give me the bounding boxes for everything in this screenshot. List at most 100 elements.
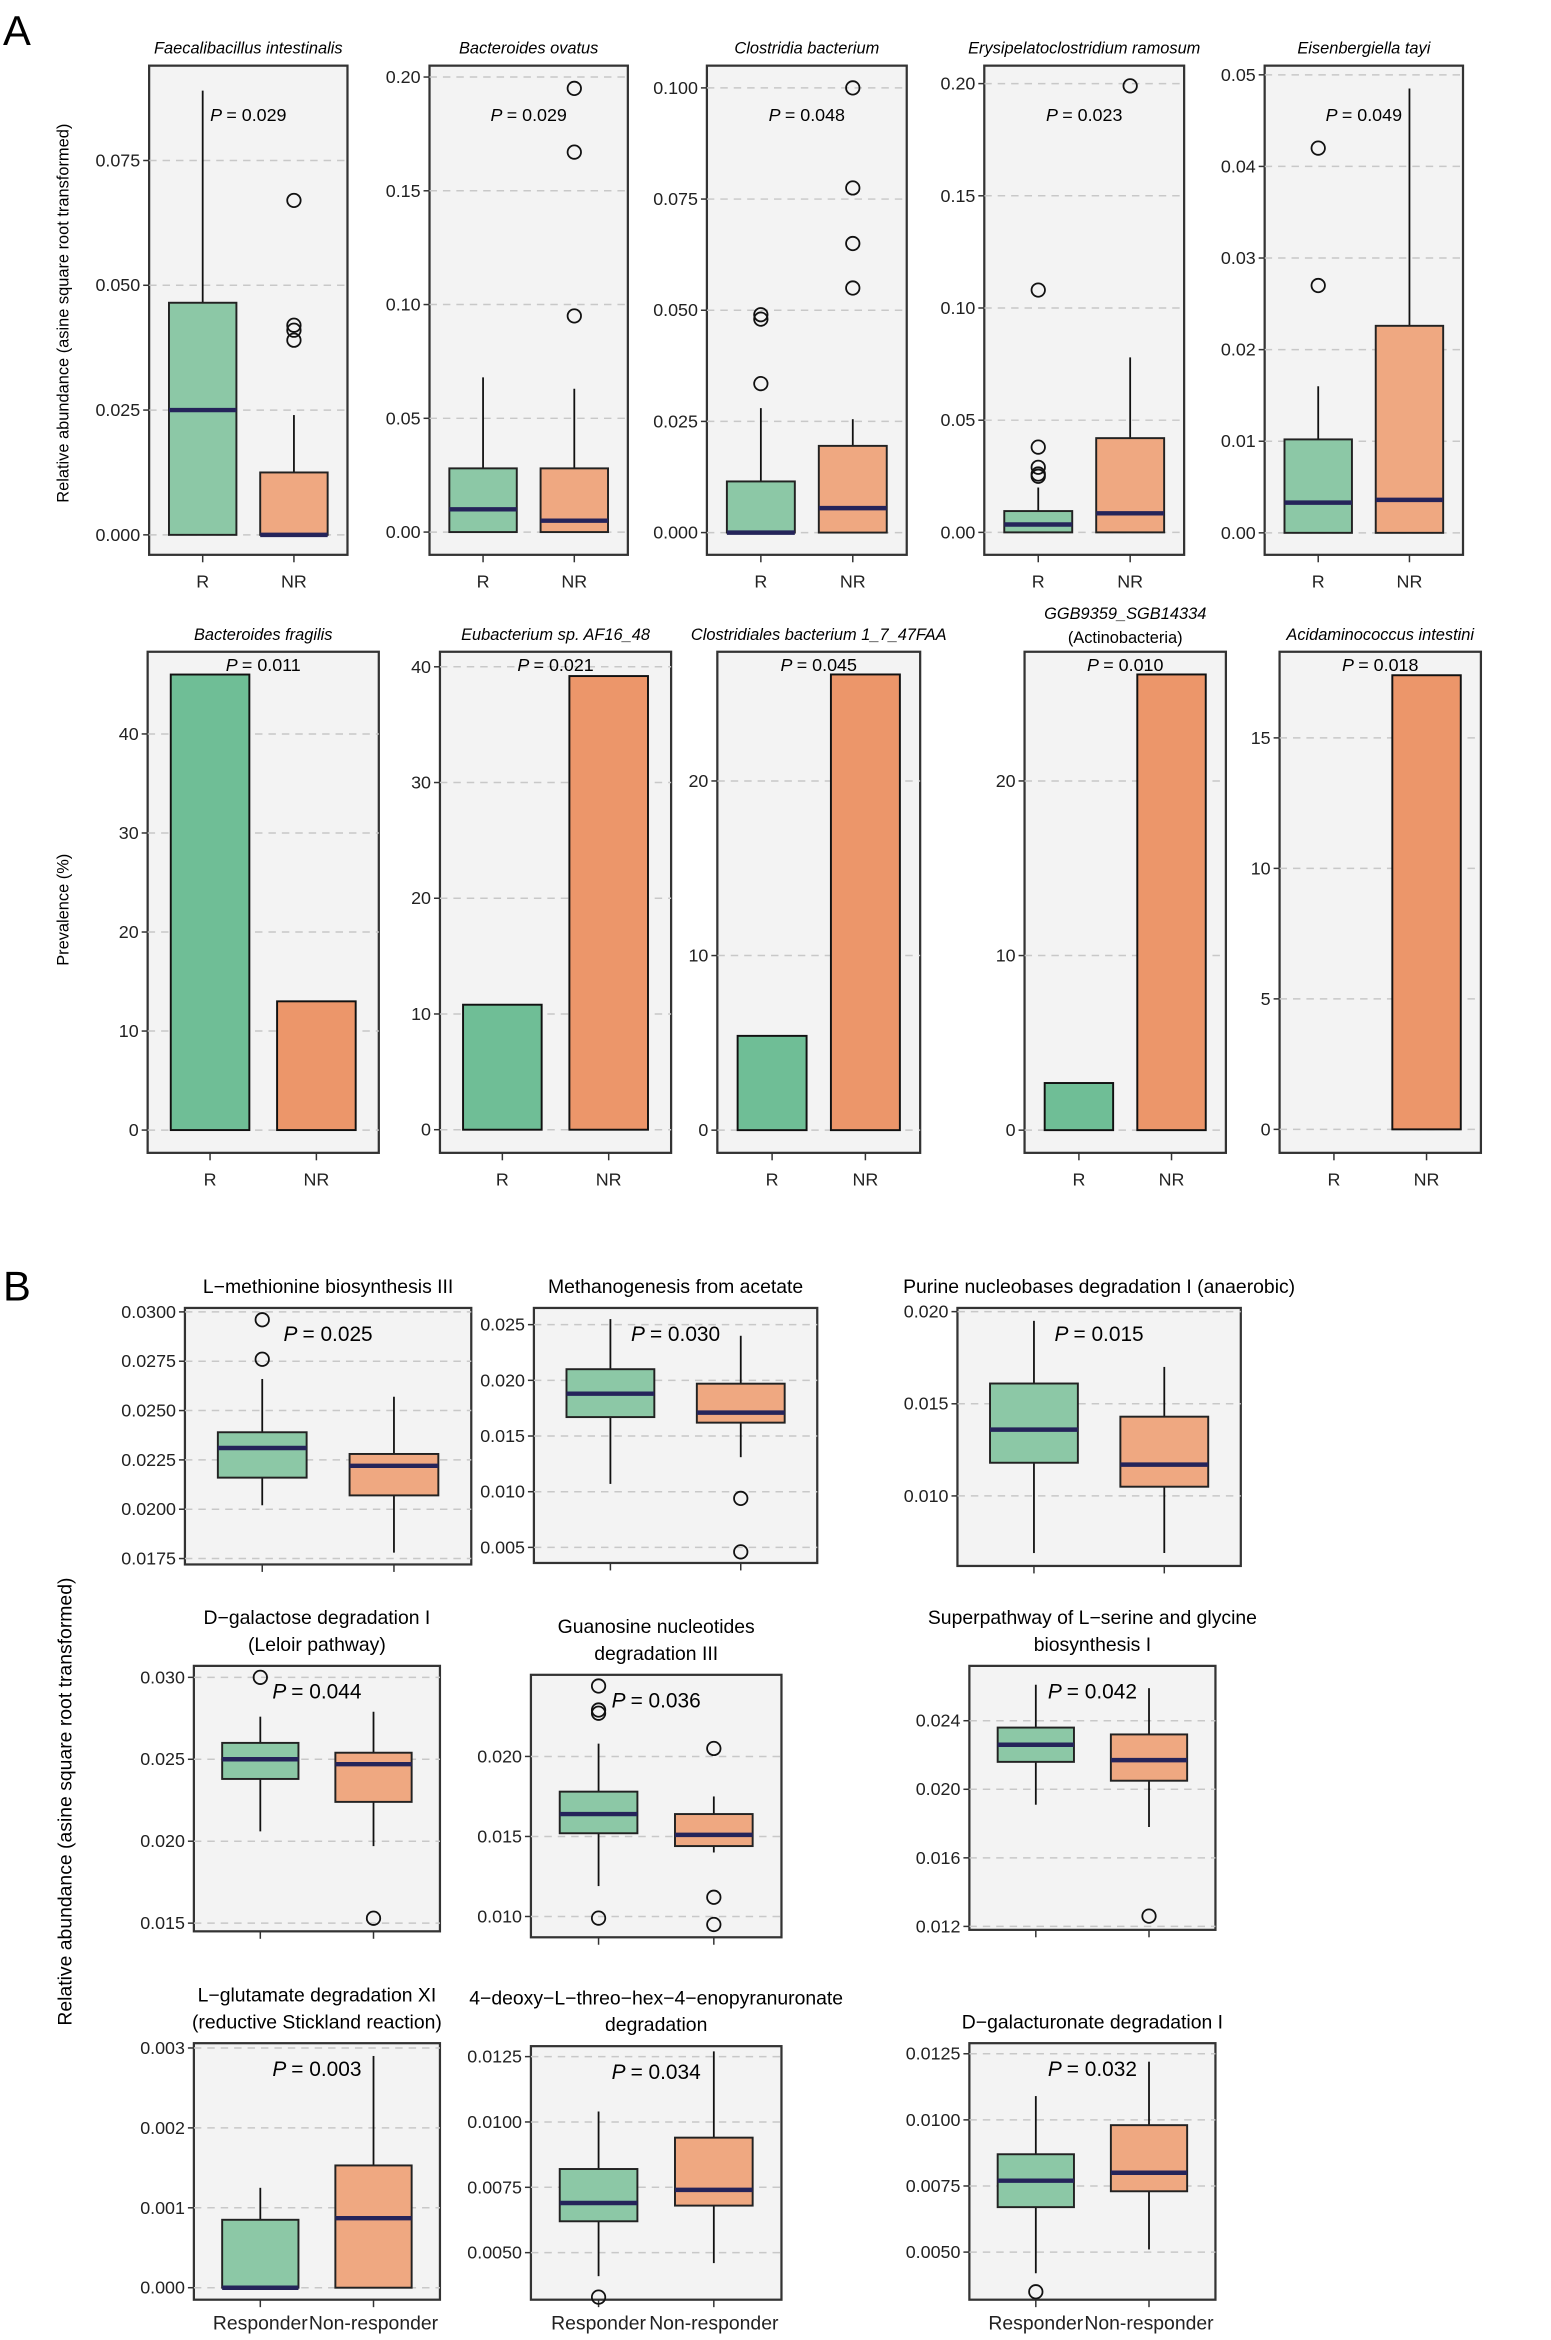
plot-area (968, 1664, 1217, 1931)
outlier-point (1030, 468, 1046, 484)
outlier-point (753, 311, 769, 327)
y-tick-label: 0.075 (95, 150, 140, 170)
p-value-label: P = 0.045 (781, 655, 857, 675)
x-tick-label: NR (1159, 1170, 1185, 1190)
y-tick-label: 15 (1251, 728, 1271, 748)
y-tick-label: 0.15 (941, 186, 976, 206)
outlier-point (254, 1312, 270, 1328)
box-responder (1283, 438, 1353, 534)
y-tick-label: 0 (129, 1120, 139, 1140)
outlier-point (1310, 277, 1326, 294)
y-tick-label: 0.0275 (121, 1351, 176, 1371)
y-tick-label: 0.001 (140, 2198, 185, 2218)
chart-panel: 0 10 20 30 40 R NR Bacteroides fragilis P = 0.01… (119, 626, 380, 1190)
p-value-label: P = 0.029 (490, 105, 566, 125)
y-tick-label: 0.0200 (121, 1499, 176, 1519)
y-tick-label: 0.0075 (467, 2177, 522, 2197)
y-tick-label: 20 (688, 771, 708, 791)
p-value-label: P = 0.048 (769, 105, 845, 125)
x-tick-label: R (1327, 1170, 1340, 1190)
y-tick-label: 0.010 (904, 1486, 949, 1506)
bar-non-responder (829, 673, 901, 1132)
bar-non-responder (1391, 674, 1462, 1131)
y-tick-label: 0.025 (140, 1749, 185, 1769)
box-non-responder (334, 1751, 413, 1803)
x-tick-label: R (1072, 1170, 1085, 1190)
y-tick-label: 10 (1251, 858, 1271, 878)
chart-panel: 0 5 10 15 R NR Acidaminococcus intestini P = 0.… (1251, 626, 1483, 1190)
chart-title: L−methionine biosynthesis III (203, 1276, 453, 1298)
outlier-point (365, 1910, 382, 1926)
y-axis-label-relative-abundance-a: Relative abundance (asine square root tr… (55, 124, 73, 503)
outlier-point (590, 2289, 607, 2305)
box-non-responder (348, 1452, 440, 1497)
p-value-label: P = 0.025 (284, 1323, 373, 1346)
x-tick-label: NR (1397, 572, 1423, 592)
y-tick-label: 0.10 (941, 298, 976, 318)
y-tick-label: 0.000 (95, 525, 140, 545)
p-value-label: P = 0.029 (210, 105, 286, 125)
y-tick-label: 0.0050 (906, 2242, 961, 2262)
x-tick-label: Non-responder (649, 2313, 779, 2335)
y-tick-label: 0.100 (653, 78, 698, 98)
outlier-point (286, 332, 302, 348)
y-tick-label: 0.015 (904, 1394, 949, 1414)
chart-panel: 0 10 20 R NR Clostridiales bacterium 1_7_47FA… (688, 626, 946, 1190)
chart-title: D−galacturonate degradation I (962, 2011, 1223, 2033)
y-tick-label: 0.01 (1221, 431, 1256, 451)
y-tick-label: 0.0125 (467, 2047, 522, 2067)
y-tick-label: 30 (411, 772, 431, 792)
panel-label-b: B (3, 1262, 31, 1309)
y-tick-label: 0.02 (1221, 340, 1256, 360)
y-tick-label: 0.020 (477, 1746, 522, 1766)
chart-title: Eubacterium sp. AF16_48 (461, 626, 651, 644)
y-tick-label: 0.025 (480, 1315, 525, 1335)
x-tick-label: NR (561, 572, 587, 592)
outlier-point (1028, 2284, 1044, 2300)
p-value-label: P = 0.018 (1342, 655, 1418, 675)
chart-subtitle: degradation (605, 2014, 707, 2036)
y-tick-label: 0.005 (480, 1537, 525, 1557)
box-responder (168, 301, 238, 536)
y-tick-label: 0.000 (653, 523, 698, 543)
chart-title: Bacteroides ovatus (459, 40, 598, 58)
y-tick-label: 0.15 (386, 181, 421, 201)
bar-responder (462, 1003, 543, 1131)
x-tick-label: NR (840, 572, 866, 592)
chart-subtitle: (Actinobacteria) (1068, 629, 1183, 647)
box-non-responder (674, 1813, 754, 1848)
chart-subtitle: degradation III (594, 1643, 718, 1665)
x-tick-label: Non-responder (1084, 2313, 1214, 2335)
chart-panel: 0.00 0.05 0.10 0.15 0.20 R NR Erysipelatoclostr… (941, 40, 1201, 592)
x-tick-label: Non-responder (309, 2313, 439, 2335)
outlier-point (566, 144, 582, 160)
chart-panel: 0.0175 0.0200 0.0225 0.0250 0.0275 0.0300 L−me… (121, 1276, 473, 1572)
y-axis-label-relative-abundance-b: Relative abundance (asine square root tr… (55, 1578, 77, 2026)
p-value-label: P = 0.049 (1326, 105, 1402, 125)
x-tick-label: NR (1117, 572, 1143, 592)
box-non-responder (259, 471, 329, 536)
y-tick-label: 0.012 (916, 1916, 961, 1936)
y-tick-label: 0.020 (480, 1370, 525, 1390)
y-tick-label: 0.025 (95, 400, 140, 420)
chart-panel: 0.000 0.025 0.050 0.075 0.100 R NR Clostridia b… (653, 40, 908, 592)
outlier-point (845, 80, 861, 96)
box-non-responder (334, 2164, 413, 2289)
outlier-point (590, 1910, 607, 1926)
y-tick-label: 0.00 (386, 522, 421, 542)
bar-non-responder (276, 1000, 357, 1132)
y-tick-label: 0.0175 (121, 1549, 176, 1569)
chart-title: Erysipelatoclostridium ramosum (968, 40, 1200, 58)
box-non-responder (817, 444, 888, 534)
chart-title: Purine nucleobases degradation I (anaero… (903, 1276, 1295, 1298)
y-tick-label: 0.050 (653, 300, 698, 320)
chart-title: 4−deoxy−L−threo−hex−4−enopyranuronate (469, 1987, 843, 2009)
y-tick-label: 0 (698, 1120, 708, 1140)
chart-title: Clostridia bacterium (734, 40, 879, 58)
x-tick-label: R (204, 1170, 217, 1190)
outlier-point (566, 80, 582, 97)
outlier-point (286, 192, 302, 209)
y-tick-label: 0.04 (1221, 156, 1256, 176)
y-tick-label: 0 (421, 1120, 431, 1140)
outlier-point (845, 180, 861, 196)
